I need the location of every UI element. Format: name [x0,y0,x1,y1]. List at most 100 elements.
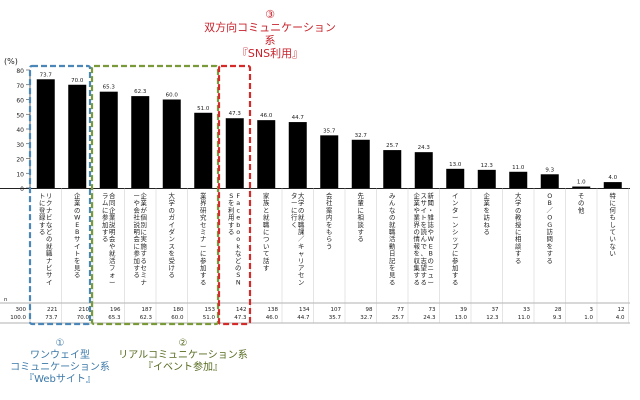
category-label: 大学のガイダンスを受ける [169,191,176,279]
pct-value: 47.3 [234,315,247,321]
bar [603,182,622,188]
total-n: 300 [16,307,27,313]
bar [162,99,181,188]
n-value: 180 [173,307,184,313]
category-label: 企業を訪ねる [484,191,491,236]
n-value: 138 [268,307,279,313]
bar [320,135,339,188]
data-label: 46.0 [260,113,273,119]
n-label: n [4,297,8,303]
bar [36,79,55,188]
y-tick-label: 0 [20,186,24,193]
n-value: 12 [618,307,625,313]
data-label: 9.3 [545,167,554,173]
category-label: 業界研究セミナーに参加する [200,191,207,286]
bar [477,169,496,188]
n-value: 187 [142,307,153,313]
bar [257,120,276,188]
sns-number: ③ [265,8,275,21]
pct-value: 51.0 [203,315,216,321]
n-value: 77 [397,307,404,313]
event-annotation: ② リアルコミュニケーション系 『イベント参加』 [118,338,248,374]
data-label: 1.0 [577,180,586,186]
y-tick-label: 80 [16,68,24,75]
n-value: 37 [492,307,499,313]
pct-value: 1.0 [584,315,593,321]
pct-value: 24.3 [423,315,436,321]
category-label: トに登録する [39,192,46,236]
bar [509,171,528,188]
data-label: 32.7 [355,133,368,139]
pct-value: 70.0 [77,315,90,321]
pct-value: 44.7 [297,315,310,321]
category-label: 大学の教授に相談する [515,191,522,265]
n-value: 107 [331,307,342,313]
data-label: 4.0 [608,175,617,181]
total-pct: 100.0 [10,315,26,321]
pct-value: 4.0 [616,315,625,321]
data-label: 60.0 [166,93,179,99]
category-label: リクナビなどの就職ナビサイ [46,192,53,286]
bar [383,150,402,188]
pct-value: 35.7 [329,315,342,321]
bar [414,152,433,188]
pct-value: 9.3 [553,315,562,321]
data-label: 35.7 [323,128,336,134]
pct-value: 46.0 [266,315,279,321]
data-label: 44.7 [292,115,305,121]
web-number: ① [55,338,65,349]
pct-value: 11.0 [518,315,531,321]
category-label: O B ／ O G 訪問をする [547,192,554,265]
sns-group-box [217,64,252,326]
category-label: スサイトを読んで、志望する [421,192,428,286]
category-label: 家族と就職について話す [263,191,270,272]
y-tick-label: 50 [16,112,24,119]
bar [68,84,87,188]
web-annotation: ① ワンウェイ型 コミュニケーション系 『Webサイト』 [0,338,120,386]
bar [194,112,213,188]
category-label: 合同企業説明会や就活フォー [109,191,116,286]
n-value: 73 [429,307,436,313]
bar [99,91,118,188]
category-label: その他 [578,192,585,214]
event-group-box [90,64,220,326]
web-title-line1: ワンウェイ型 [30,350,90,361]
pct-value: 32.7 [360,315,373,321]
n-value: 33 [523,307,530,313]
n-value: 28 [555,307,562,313]
category-label: S を利用する [228,192,234,236]
pct-value: 25.7 [392,315,405,321]
data-label: 70.0 [71,78,84,84]
sns-annotation: ③ 双方向コミュニケーション系 『SNS利用』 [200,8,340,60]
bar [572,186,591,188]
bar [540,174,559,188]
data-label: 24.3 [418,145,431,151]
data-label: 25.7 [386,143,399,149]
pct-value: 13.0 [455,315,468,321]
n-value: 3 [590,307,594,313]
data-label: 11.0 [512,165,525,171]
n-value: 210 [79,307,90,313]
y-tick-label: 40 [16,127,24,134]
category-label: ターに行く [291,191,298,229]
data-label: 47.3 [229,111,242,117]
web-group-box [28,64,92,326]
category-label: 新聞・雑誌や W E B のニュー [428,191,435,286]
category-label: インターンシップに参加する [452,192,459,286]
category-label: 企業の W E B サイトを見る [74,191,81,279]
y-tick-label: 20 [16,157,24,164]
n-value: 153 [205,307,216,313]
category-label: みんなの就職活動日記を見る [389,192,396,286]
n-value: 39 [460,307,467,313]
sns-title: 双方向コミュニケーション系 [204,21,336,47]
category-label: ーや会社説明会に参加する [134,192,141,279]
pct-value: 12.3 [486,315,499,321]
data-label: 51.0 [197,106,210,112]
n-value: 98 [366,307,373,313]
n-value: 221 [47,307,58,313]
y-tick-label: 10 [16,171,24,178]
pct-value: 62.3 [140,315,153,321]
category-label: ラムに参加する [102,192,109,243]
